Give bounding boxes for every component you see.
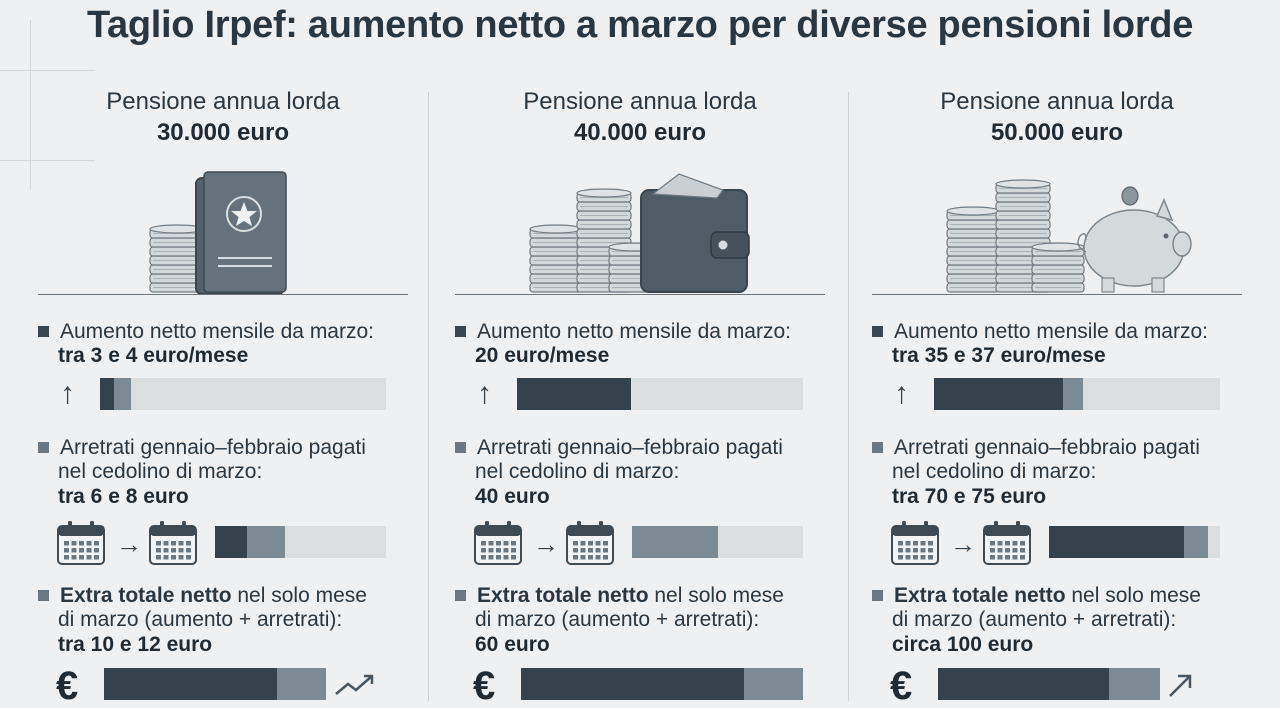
pension-amount: 30.000 euro: [156, 119, 290, 146]
trend-up-icon: [335, 674, 374, 695]
monthly-increase-label: Aumento netto mensile da marzo:: [477, 320, 791, 343]
arrow-right-icon: →: [950, 529, 976, 559]
arrears-bar: [1049, 526, 1220, 558]
extra-total-value: tra 10 e 12 euro: [58, 633, 213, 656]
extra-total-label-line2: di marzo (aumento + arretrati):: [58, 608, 343, 631]
bullet-square: [872, 442, 883, 453]
passport-coins-illustration: [149, 171, 287, 295]
extra-total-value: circa 100 euro: [892, 633, 1034, 656]
pension-header: Pensione annua lorda 30.000 euro: [38, 88, 408, 147]
extra-total-bar: [104, 668, 326, 700]
illustration-baseline: [872, 294, 1242, 295]
calendar-icon: [983, 521, 1031, 565]
arrears-value: 40 euro: [475, 485, 550, 508]
calendar-icon: [149, 521, 197, 565]
arrears-label-line1: Arretrati gennaio–febbraio pagati: [60, 436, 366, 459]
bullet-square: [38, 326, 49, 337]
extra-total-label-line1: Extra totale netto nel solo mese: [477, 584, 784, 608]
pension-amount: 40.000 euro: [573, 119, 707, 146]
pension-column: Pensione annua lorda 40.000 euro Aumento…: [455, 84, 825, 706]
bar-segment-min: [1049, 526, 1185, 558]
arrears-value: tra 6 e 8 euro: [58, 485, 189, 508]
bar-segment-min: [938, 668, 1109, 700]
bullet-square: [455, 442, 466, 453]
pension-header: Pensione annua lorda 50.000 euro: [872, 88, 1242, 147]
decorative-line: [0, 70, 95, 71]
calendar-icon: [891, 521, 939, 565]
bullet-square: [872, 590, 883, 601]
bar-segment-min: [521, 668, 744, 700]
calendar-icon: [566, 521, 614, 565]
bar-segment-min: [100, 378, 115, 410]
extra-total-label-rest: nel solo mese: [1065, 584, 1201, 607]
decorative-line: [30, 20, 31, 190]
extra-total-label-line2: di marzo (aumento + arretrati):: [892, 608, 1177, 631]
pension-label: Pensione annua lorda: [106, 88, 340, 115]
arrears-bar: [215, 526, 386, 558]
extra-total-label-line1: Extra totale netto nel solo mese: [60, 584, 367, 608]
monthly-increase-value: tra 3 e 4 euro/mese: [58, 344, 249, 367]
extra-total-value: 60 euro: [475, 633, 550, 656]
bullet-square: [455, 326, 466, 337]
monthly-increase-bar: [934, 378, 1220, 410]
arrears-bar: [632, 526, 803, 558]
arrow-up-right-icon: [1169, 674, 1192, 697]
pension-label: Pensione annua lorda: [523, 88, 757, 115]
pension-column: Pensione annua lorda 50.000 euro Aumento…: [872, 84, 1242, 706]
illustration-baseline: [455, 294, 825, 295]
bar-segment-min: [215, 526, 248, 558]
monthly-increase-value: 20 euro/mese: [475, 344, 610, 367]
extra-total-label-rest: nel solo mese: [231, 584, 367, 607]
decorative-line: [0, 160, 95, 161]
euro-icon: €: [56, 664, 79, 708]
column-divider: [428, 92, 429, 701]
pension-column: Pensione annua lorda 30.000 euro Aumento…: [38, 84, 408, 706]
extra-total-label-bold: Extra totale netto: [60, 584, 232, 607]
arrears-value: tra 70 e 75 euro: [892, 485, 1047, 508]
pension-header: Pensione annua lorda 40.000 euro: [455, 88, 825, 147]
calendar-icon: [57, 521, 105, 565]
monthly-increase-label: Aumento netto mensile da marzo:: [60, 320, 374, 343]
euro-icon: €: [890, 664, 913, 708]
bar-segment-min: [104, 668, 278, 700]
monthly-increase-label: Aumento netto mensile da marzo:: [894, 320, 1208, 343]
arrow-right-icon: →: [533, 529, 559, 559]
monthly-increase-bar: [517, 378, 803, 410]
arrow-up-icon: ↑: [60, 377, 75, 410]
arrears-label-line2: nel cedolino di marzo:: [58, 460, 263, 483]
calendar-icon: [474, 521, 522, 565]
euro-icon: €: [473, 664, 496, 708]
monthly-increase-bar: [100, 378, 386, 410]
bullet-square: [872, 326, 883, 337]
extra-total-label-line1: Extra totale netto nel solo mese: [894, 584, 1201, 608]
monthly-increase-value: tra 35 e 37 euro/mese: [892, 344, 1106, 367]
bar-segment-min: [517, 378, 632, 410]
extra-total-bar: [521, 668, 803, 700]
column-divider: [848, 92, 849, 701]
coins-wallet-illustration: [529, 173, 750, 293]
illustration-baseline: [38, 294, 408, 295]
extra-total-label-line2: di marzo (aumento + arretrati):: [475, 608, 760, 631]
pension-label: Pensione annua lorda: [940, 88, 1174, 115]
arrears-label-line1: Arretrati gennaio–febbraio pagati: [894, 436, 1200, 459]
arrears-label-line1: Arretrati gennaio–febbraio pagati: [477, 436, 783, 459]
bullet-square: [38, 442, 49, 453]
arrow-up-icon: ↑: [894, 377, 909, 410]
bar-segment-range: [632, 526, 718, 558]
bar-segment-min: [934, 378, 1063, 410]
coins-piggybank-illustration: [946, 179, 1192, 293]
extra-total-bar: [938, 668, 1160, 700]
arrow-up-icon: ↑: [477, 377, 492, 410]
extra-total-label-rest: nel solo mese: [648, 584, 784, 607]
page-title: Taglio Irpef: aumento netto a marzo per …: [86, 4, 1194, 46]
arrears-label-line2: nel cedolino di marzo:: [475, 460, 680, 483]
arrow-right-icon: →: [116, 529, 142, 559]
arrears-label-line2: nel cedolino di marzo:: [892, 460, 1097, 483]
extra-total-label-bold: Extra totale netto: [894, 584, 1066, 607]
bullet-square: [38, 590, 49, 601]
bullet-square: [455, 590, 466, 601]
pension-amount: 50.000 euro: [990, 119, 1124, 146]
extra-total-label-bold: Extra totale netto: [477, 584, 649, 607]
